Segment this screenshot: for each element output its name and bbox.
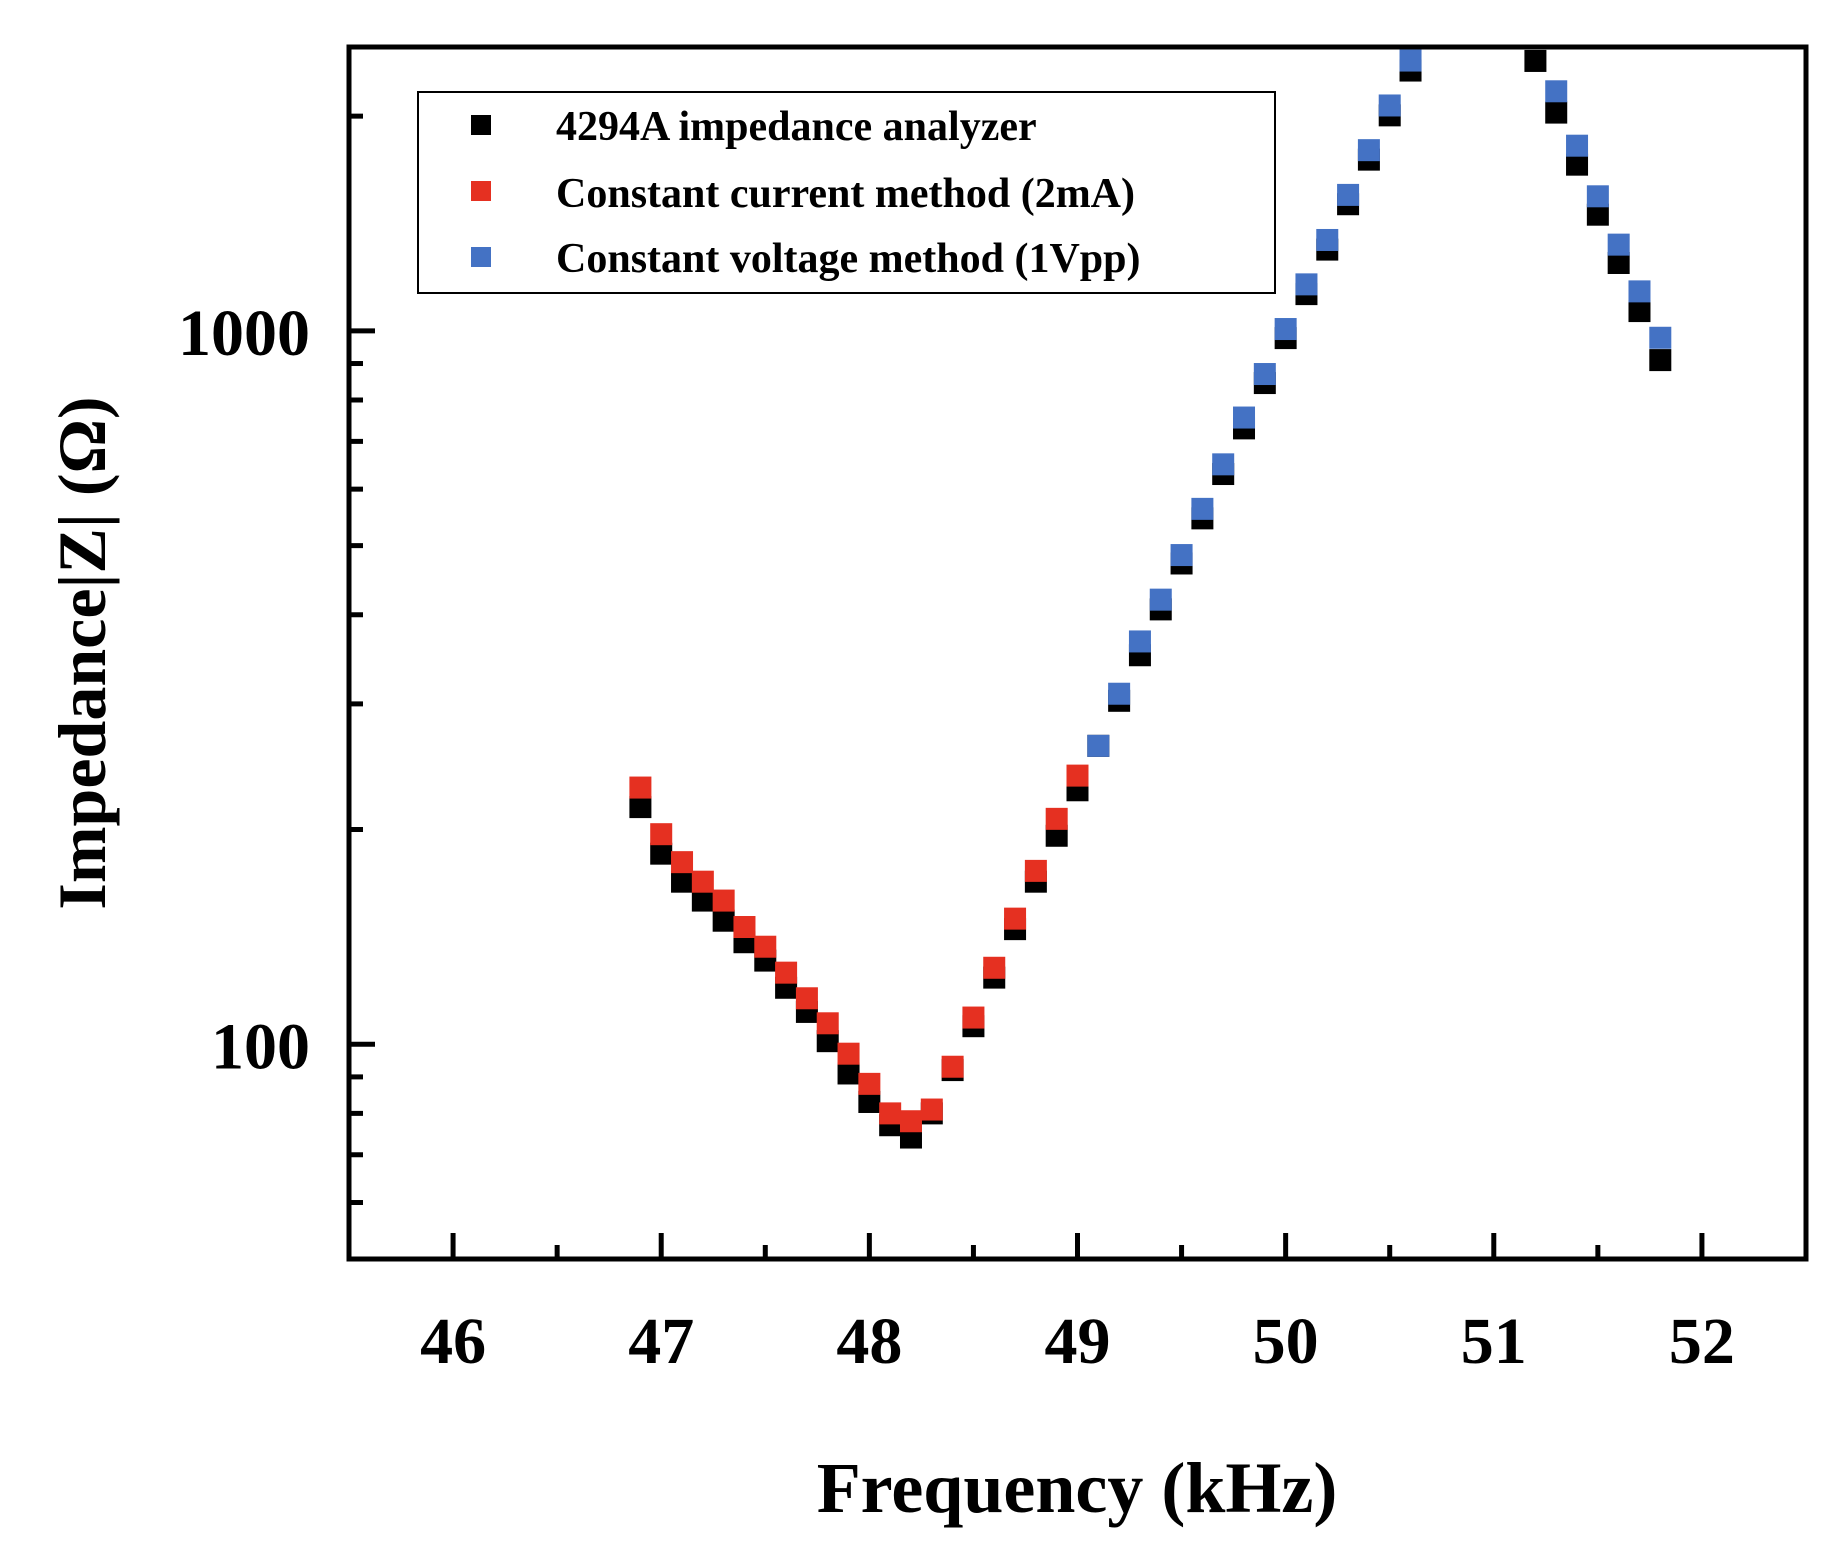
data-point <box>691 889 714 912</box>
y-axis-label: Impedance|Z| (Ω) <box>44 396 120 909</box>
data-point <box>1128 630 1151 653</box>
data-point <box>1628 300 1651 323</box>
data-point <box>1066 764 1089 787</box>
data-point <box>1274 318 1297 341</box>
data-point <box>1649 349 1672 372</box>
data-point <box>712 909 735 932</box>
data-point <box>816 1012 839 1035</box>
data-point <box>920 1098 943 1121</box>
data-point <box>754 935 777 958</box>
legend-box <box>417 91 1276 294</box>
data-point <box>941 1055 964 1078</box>
data-point <box>1649 326 1672 349</box>
data-point <box>1607 233 1630 256</box>
data-point <box>879 1102 902 1125</box>
data-point <box>1316 228 1339 251</box>
data-markers <box>629 49 1672 1149</box>
data-point <box>795 987 818 1010</box>
data-point <box>733 916 756 939</box>
data-point <box>650 842 673 865</box>
legend-label-analyzer: 4294A impedance analyzer <box>556 104 1037 150</box>
data-point <box>671 870 694 893</box>
data-point <box>1233 406 1256 429</box>
data-point <box>712 889 735 912</box>
data-point <box>1045 824 1068 847</box>
data-point <box>629 796 652 819</box>
data-point <box>1337 183 1360 206</box>
x-tick-label: 50 <box>1253 1305 1319 1378</box>
tick-labels: 46 47 48 49 50 51 52 100 1000 <box>178 297 1735 1378</box>
data-point <box>1524 49 1547 72</box>
data-point <box>962 1006 985 1029</box>
data-point <box>1170 544 1193 567</box>
data-point <box>1253 363 1276 386</box>
data-point <box>691 870 714 893</box>
y-tick-label: 1000 <box>178 297 310 370</box>
data-point <box>1399 49 1422 72</box>
data-point <box>837 1042 860 1065</box>
data-point <box>858 1072 881 1095</box>
data-point <box>1295 273 1318 296</box>
x-axis-label: Frequency (kHz) <box>817 1448 1338 1528</box>
x-tick-label: 46 <box>420 1305 486 1378</box>
data-point <box>629 776 652 799</box>
data-point <box>1586 185 1609 208</box>
data-point <box>1586 203 1609 226</box>
legend-label-constant-voltage: Constant voltage method (1Vpp) <box>556 236 1141 282</box>
data-point <box>775 961 798 984</box>
x-tick-label: 52 <box>1669 1305 1735 1378</box>
data-point <box>1566 134 1589 157</box>
data-point <box>1607 251 1630 274</box>
x-tick-label: 49 <box>1045 1305 1111 1378</box>
data-point <box>983 956 1006 979</box>
data-point <box>899 1110 922 1133</box>
plot-frame <box>346 44 1809 1262</box>
data-point <box>858 1090 881 1113</box>
legend-marker-analyzer <box>471 115 491 135</box>
series-2 <box>1087 49 1672 757</box>
data-point <box>1191 497 1214 520</box>
data-point <box>1108 682 1131 705</box>
data-point <box>1004 907 1027 930</box>
data-point <box>1024 859 1047 882</box>
data-point <box>837 1062 860 1085</box>
data-point <box>1545 101 1568 124</box>
legend: 4294A impedance analyzer Constant curren… <box>417 91 1276 294</box>
y-tick-label: 100 <box>211 1010 310 1083</box>
data-point <box>1045 807 1068 830</box>
legend-marker-constant-voltage <box>471 247 491 267</box>
data-point <box>671 851 694 874</box>
data-point <box>816 1030 839 1053</box>
data-point <box>1566 153 1589 176</box>
series-1 <box>629 764 1089 1133</box>
legend-label-constant-current: Constant current method (2mA) <box>556 171 1135 217</box>
x-tick-label: 51 <box>1461 1305 1527 1378</box>
data-point <box>1149 588 1172 611</box>
x-tick-label: 48 <box>836 1305 902 1378</box>
data-point <box>1087 734 1110 757</box>
data-point <box>1545 80 1568 103</box>
data-point <box>650 823 673 846</box>
data-point <box>1628 280 1651 303</box>
data-point <box>1378 94 1401 117</box>
x-tick-label: 47 <box>628 1305 694 1378</box>
data-point <box>1357 139 1380 162</box>
data-point <box>1212 453 1235 476</box>
legend-marker-constant-current <box>471 181 491 201</box>
